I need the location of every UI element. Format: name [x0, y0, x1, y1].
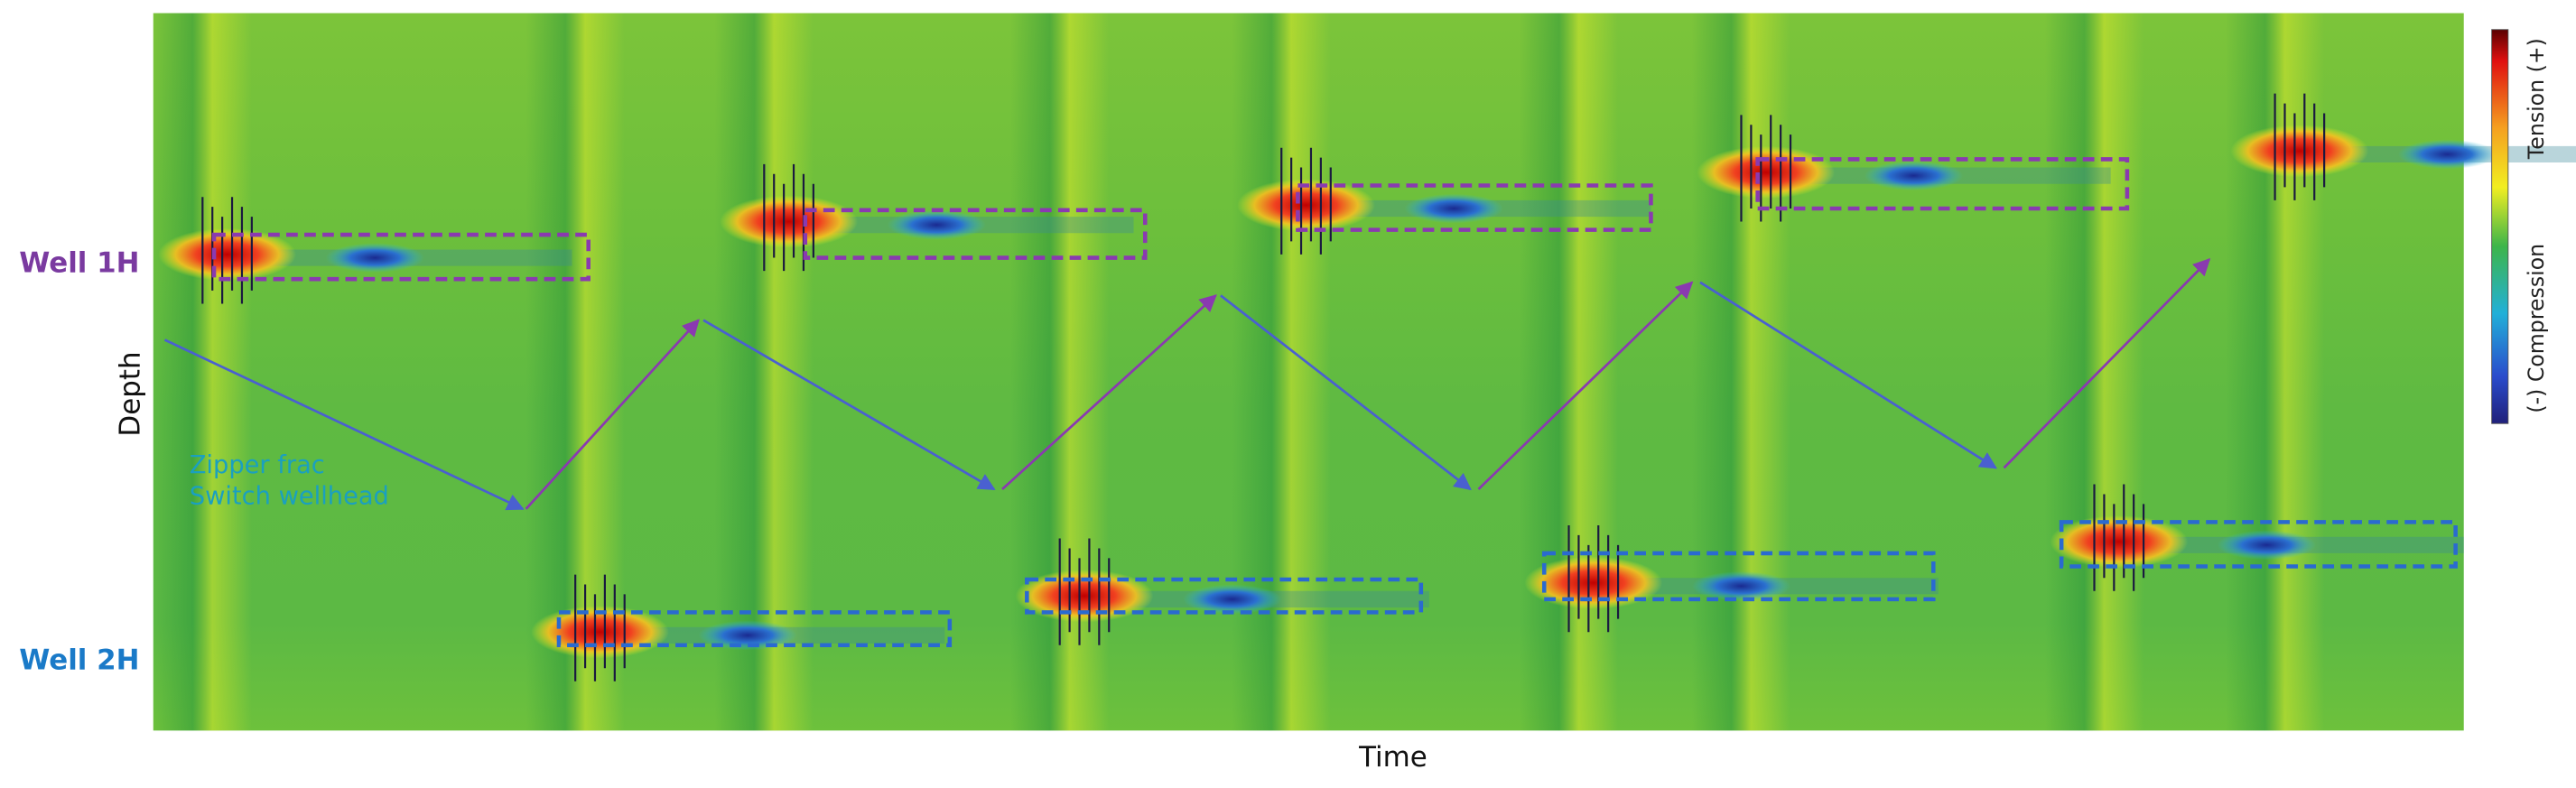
tension-zone: [1524, 556, 1663, 609]
sequence-arrow: [2003, 258, 2211, 469]
stage-box: [803, 208, 1148, 260]
tension-zone: [720, 195, 858, 248]
tension-zone: [158, 227, 296, 282]
tension-zone: [2230, 125, 2369, 178]
x-axis-label: Time: [1358, 741, 1427, 774]
tension-zone: [1015, 570, 1154, 623]
heatmap-features: [153, 13, 2576, 731]
sequence-arrow: [525, 319, 700, 510]
compression-zone: [698, 620, 797, 651]
stage-box: [2059, 520, 2458, 569]
stage-box: [1025, 577, 1424, 615]
stage-box: [1755, 157, 2130, 211]
stage-box: [211, 232, 591, 282]
strain-band: [153, 13, 252, 731]
row-label: Well 2H: [19, 644, 139, 676]
stage-box: [556, 610, 953, 648]
tension-zone: [531, 606, 669, 659]
annotation: Switch wellhead: [190, 483, 389, 511]
sequence-arrow: [702, 319, 996, 491]
y-axis-label: Depth: [115, 351, 147, 436]
colorbar-label: (-) Compression: [2524, 244, 2549, 413]
compression-zone: [1864, 161, 1964, 190]
sequence-arrow: [163, 338, 525, 511]
sequence-arrow: [1220, 294, 1472, 491]
compression-zone: [2217, 530, 2317, 561]
tension-zone: [2050, 515, 2189, 569]
strain-band: [1232, 13, 1331, 731]
tension-zone: [1697, 145, 1836, 199]
compression-zone: [1404, 193, 1503, 224]
strain-band: [2044, 13, 2144, 731]
colorbar: [2491, 29, 2509, 424]
sequence-arrow: [1477, 281, 1694, 490]
compression-zone: [325, 243, 424, 273]
sequence-arrow: [1001, 294, 1217, 490]
annotation: Zipper frac: [190, 451, 325, 479]
colorbar-label: Tension (+): [2524, 38, 2549, 160]
compression-zone: [887, 209, 986, 240]
row-label: Well 1H: [19, 246, 139, 279]
compression-zone: [2397, 139, 2497, 170]
compression-zone: [1691, 570, 1791, 601]
compression-zone: [1183, 584, 1282, 615]
sequence-arrow: [1699, 281, 1997, 469]
tension-zone: [1237, 179, 1375, 232]
